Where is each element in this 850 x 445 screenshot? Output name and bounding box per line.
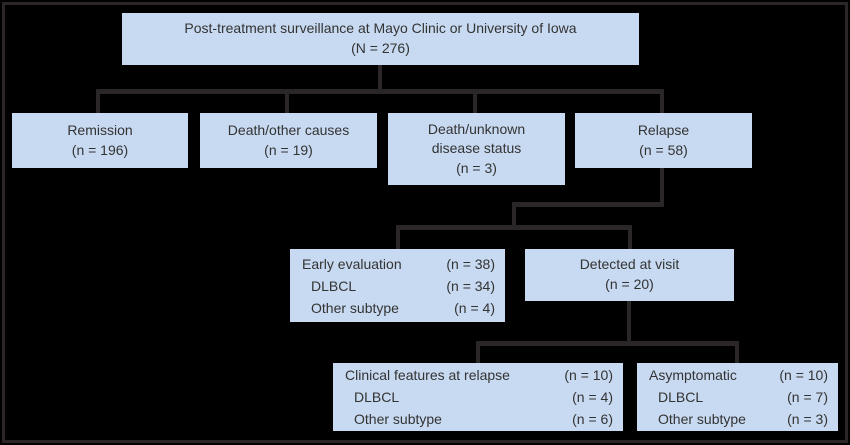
asymptomatic-dlbcl-row: DLBCL (n = 7) [649, 386, 828, 408]
death-other-count: (n = 19) [264, 141, 313, 158]
box-asymptomatic: Asymptomatic (n = 10) DLBCL (n = 7) Othe… [637, 363, 838, 431]
detected-label: Detected at visit [579, 256, 680, 273]
box-clinical-features: Clinical features at relapse (n = 10) DL… [333, 363, 623, 431]
early-evaluation-label: Early evaluation [302, 255, 402, 272]
death-other-label: Death/other causes [227, 121, 350, 138]
asymptomatic-other-count: (n = 3) [787, 411, 828, 427]
clinical-features-count: (n = 10) [564, 367, 613, 383]
clinical-features-dlbcl-row: DLBCL (n = 4) [345, 386, 613, 408]
relapse-label: Relapse [637, 121, 690, 138]
asymptomatic-other-label: Other subtype [658, 411, 746, 427]
remission-label: Remission [67, 121, 133, 138]
box-detected-at-visit: Detected at visit (n = 20) [525, 249, 734, 301]
early-evaluation-dlbcl-row: DLBCL (n = 34) [302, 275, 495, 297]
connector-drop-detected [628, 225, 632, 249]
clinical-features-other-count: (n = 6) [572, 411, 613, 427]
connector-drop-death-unknown [473, 94, 477, 113]
connector-relapse-down [660, 168, 664, 207]
early-evaluation-other-row: Other subtype (n = 4) [302, 297, 495, 319]
death-unknown-label-line2: disease status [431, 140, 522, 157]
connector-drop-asymptomatic [735, 341, 739, 363]
clinical-features-other-label: Other subtype [354, 411, 442, 427]
connector-detected-down [627, 301, 631, 346]
box-remission: Remission (n = 196) [12, 113, 188, 168]
clinical-features-label: Clinical features at relapse [345, 367, 510, 383]
asymptomatic-label: Asymptomatic [649, 367, 737, 383]
connector-relapse-jog-h [512, 202, 664, 207]
box-death-other-causes: Death/other causes (n = 19) [200, 113, 377, 168]
asymptomatic-dlbcl-count: (n = 7) [787, 389, 828, 405]
death-unknown-count: (n = 3) [456, 159, 497, 176]
connector-relapse-jog-v [512, 202, 516, 230]
asymptomatic-count: (n = 10) [779, 367, 828, 383]
early-evaluation-other-label: Other subtype [311, 299, 399, 316]
clinical-features-dlbcl-label: DLBCL [354, 389, 400, 405]
connector-drop-clinical [476, 341, 480, 363]
connector-drop-relapse [660, 89, 664, 113]
early-evaluation-dlbcl-count: (n = 34) [446, 277, 495, 294]
connector-drop-remission [96, 89, 100, 113]
early-evaluation-dlbcl-label: DLBCL [311, 277, 357, 294]
box-death-unknown-status: Death/unknown disease status (n = 3) [388, 113, 565, 185]
box-relapse: Relapse (n = 58) [575, 113, 752, 168]
asymptomatic-dlbcl-label: DLBCL [658, 389, 704, 405]
connector-level3-hbar [396, 225, 632, 230]
early-evaluation-other-count: (n = 4) [454, 299, 495, 316]
early-evaluation-count: (n = 38) [446, 255, 495, 272]
clinical-features-dlbcl-count: (n = 4) [572, 389, 613, 405]
connector-drop-death-other [285, 94, 289, 113]
relapse-count: (n = 58) [639, 141, 688, 158]
box-root: Post-treatment surveillance at Mayo Clin… [122, 13, 639, 65]
connector-root-down [378, 65, 382, 94]
death-unknown-label-line1: Death/unknown [427, 120, 526, 137]
early-evaluation-row: Early evaluation (n = 38) [302, 253, 495, 275]
connector-level2-hbar [96, 89, 664, 94]
connector-level4-hbar [476, 341, 739, 346]
clinical-features-row: Clinical features at relapse (n = 10) [345, 364, 613, 386]
root-title: Post-treatment surveillance at Mayo Clin… [184, 20, 577, 37]
asymptomatic-other-row: Other subtype (n = 3) [649, 408, 828, 430]
asymptomatic-row: Asymptomatic (n = 10) [649, 364, 828, 386]
root-count: (N = 276) [351, 40, 410, 56]
clinical-features-other-row: Other subtype (n = 6) [345, 408, 613, 430]
connector-drop-early-eval [396, 225, 400, 249]
detected-count: (n = 20) [605, 276, 654, 292]
remission-count: (n = 196) [71, 141, 129, 158]
box-early-evaluation: Early evaluation (n = 38) DLBCL (n = 34)… [290, 249, 505, 322]
